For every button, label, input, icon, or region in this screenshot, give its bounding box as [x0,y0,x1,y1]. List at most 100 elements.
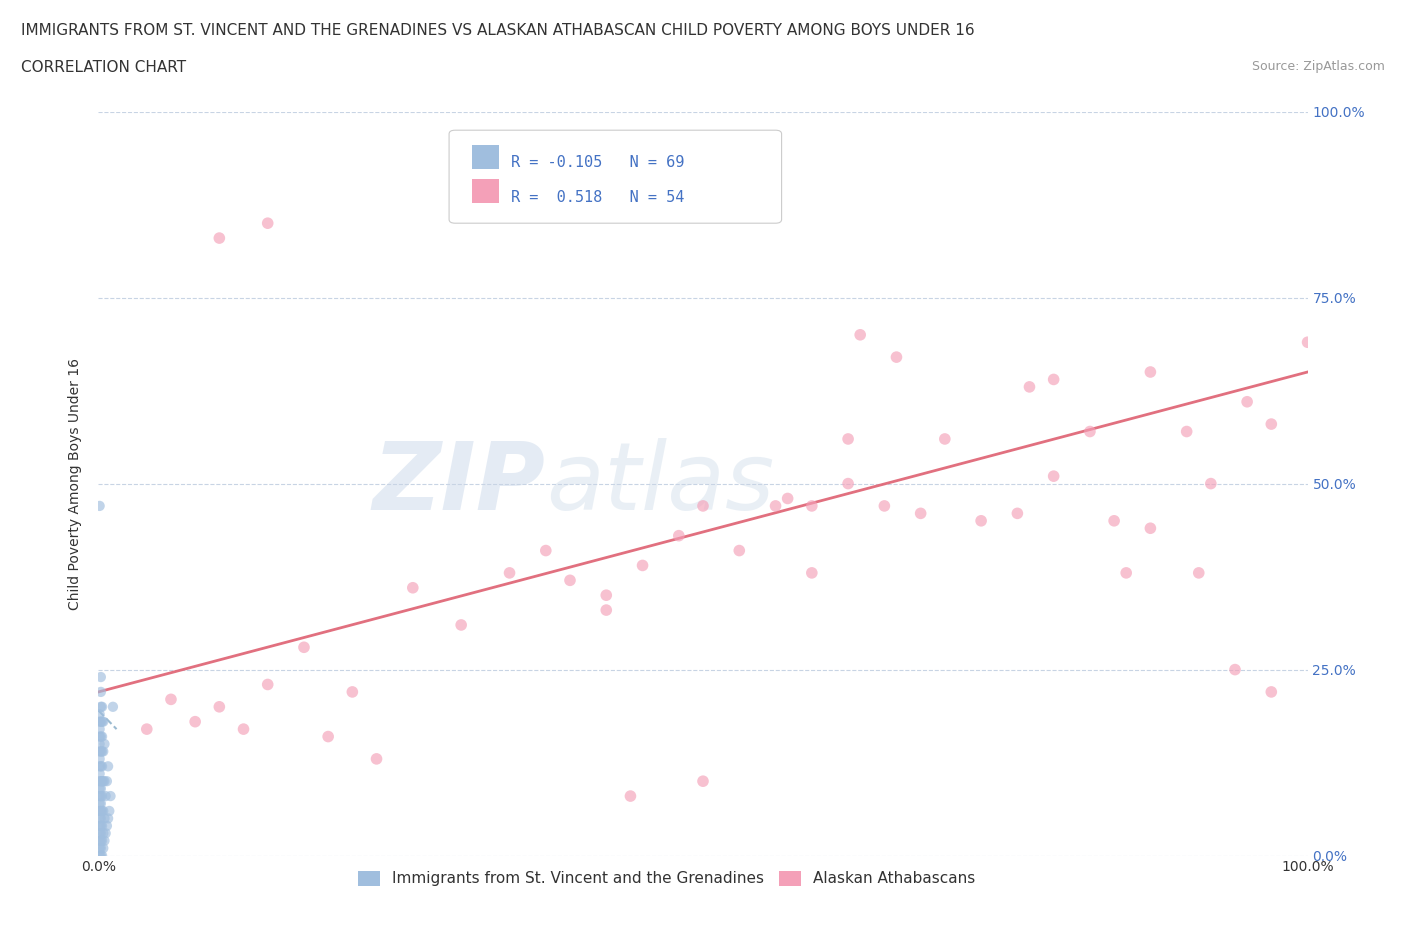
Point [89,722,111,737]
Point [89,707,111,722]
Point [886,350,908,365]
Point [90,826,112,841]
Point [1236,394,1258,409]
Point [366,751,388,766]
Point [160,692,183,707]
Point [1296,335,1319,350]
Point [90,684,112,699]
Point [558,573,581,588]
Point [1188,565,1211,580]
Point [184,714,207,729]
Point [1139,365,1161,379]
Text: IMMIGRANTS FROM ST. VINCENT AND THE GRENADINES VS ALASKAN ATHABASCAN CHILD POVER: IMMIGRANTS FROM ST. VINCENT AND THE GREN… [21,23,974,38]
Legend: Immigrants from St. Vincent and the Grenadines, Alaskan Athabascans: Immigrants from St. Vincent and the Gren… [353,864,981,893]
Point [1139,521,1161,536]
Point [631,558,654,573]
Point [91,833,114,848]
Point [800,565,823,580]
Point [91,826,114,841]
Point [91,729,114,744]
Point [1042,372,1064,387]
Point [91,848,114,863]
Point [89,774,111,789]
Point [90,759,112,774]
Point [90,789,112,804]
Point [91,714,114,729]
Point [208,231,231,246]
Point [90,804,112,818]
Text: CORRELATION CHART: CORRELATION CHART [21,60,186,75]
Point [1260,417,1282,432]
Point [94,826,117,841]
Y-axis label: Child Poverty Among Boys Under 16: Child Poverty Among Boys Under 16 [69,358,83,609]
Point [96,818,118,833]
FancyBboxPatch shape [472,179,499,203]
Point [837,476,859,491]
Point [97,759,120,774]
Point [94,789,117,804]
Point [89,833,111,848]
Point [89,781,111,796]
Point [89,737,111,751]
Point [91,804,114,818]
Point [90,670,112,684]
Point [873,498,896,513]
Point [208,699,231,714]
Point [256,216,278,231]
Point [91,774,114,789]
Point [89,811,111,826]
Point [970,513,993,528]
Point [1042,469,1064,484]
Point [93,833,115,848]
Point [1115,565,1137,580]
Text: Source: ZipAtlas.com: Source: ZipAtlas.com [1251,60,1385,73]
Point [91,714,114,729]
Point [619,789,641,804]
Point [89,759,111,774]
Point [90,744,112,759]
Point [91,841,114,856]
Point [800,498,823,513]
Point [595,588,617,603]
Point [93,737,115,751]
Point [89,729,111,744]
Point [135,722,157,737]
Point [90,729,112,744]
Point [934,432,956,446]
Point [89,841,111,856]
Point [89,826,111,841]
Point [93,811,115,826]
Point [91,744,114,759]
Point [256,677,278,692]
Point [1007,506,1029,521]
Point [89,804,111,818]
Point [91,818,114,833]
Point [668,528,690,543]
Point [1260,684,1282,699]
Point [89,751,111,766]
Point [90,781,112,796]
Point [90,714,112,729]
Point [91,789,114,804]
Point [90,699,112,714]
Point [1102,513,1125,528]
Point [595,603,617,618]
Point [232,722,254,737]
Point [91,759,114,774]
FancyBboxPatch shape [449,130,782,223]
Point [1078,424,1101,439]
Point [316,729,339,744]
Point [98,804,121,818]
Point [776,491,799,506]
Point [1223,662,1246,677]
Point [1175,424,1198,439]
Point [342,684,364,699]
Point [89,818,111,833]
Point [90,848,112,863]
Point [90,818,112,833]
Text: atlas: atlas [546,438,775,529]
Point [91,804,114,818]
Point [89,714,111,729]
Point [292,640,315,655]
Point [1018,379,1040,394]
